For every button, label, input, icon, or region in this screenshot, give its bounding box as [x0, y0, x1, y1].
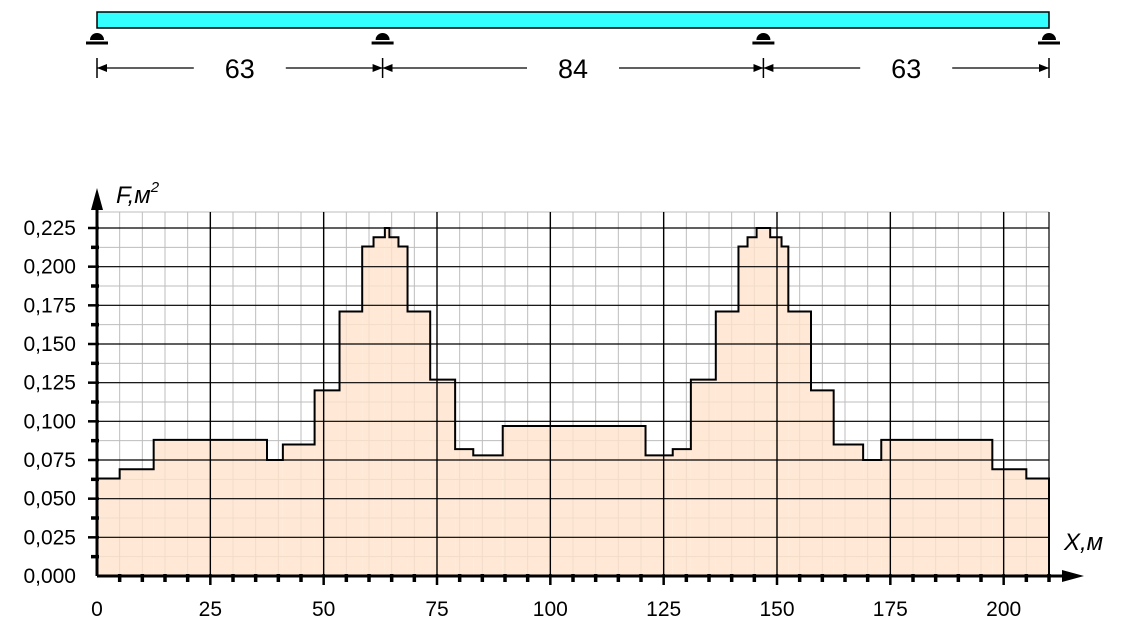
- area-chart: 0 25 50 75 100 125 150 175 200 0,000 0,025 0,050 0,0…: [23, 179, 1103, 621]
- area-step-11: [389, 237, 399, 576]
- roller-icon: [375, 33, 390, 40]
- y-tick-label: 0,050: [23, 488, 76, 511]
- y-axis-label-superscript: 2: [150, 179, 160, 196]
- x-tick-label: 75: [425, 598, 448, 621]
- beam-scheme: 63 84 63: [86, 11, 1060, 84]
- y-tick-label: 0,225: [23, 217, 76, 240]
- area-step-24: [756, 228, 771, 576]
- area-step-28: [811, 390, 834, 576]
- x-tick-label: 125: [646, 598, 681, 621]
- support-4: [1038, 33, 1060, 45]
- area-step-18: [645, 455, 673, 576]
- y-axis-arrow-icon: [91, 188, 103, 210]
- area-step-6: [314, 390, 340, 576]
- y-tick-label: 0,025: [23, 526, 76, 549]
- area-step-5: [282, 444, 315, 576]
- support-2: [371, 33, 394, 45]
- y-axis-label-main: F,м: [116, 182, 151, 209]
- x-tick-label: 150: [759, 598, 794, 621]
- y-axis-label: F,м2: [116, 179, 160, 209]
- area-step-2: [119, 469, 154, 576]
- area-step-8: [362, 246, 374, 576]
- area-step-25: [770, 237, 782, 576]
- y-tick-label: 0,075: [23, 449, 76, 472]
- area-step-7: [339, 311, 363, 576]
- tick-labels: 0 25 50 75 100 125 150 175 200 0,000 0,025 0,050 0,0…: [23, 217, 1021, 621]
- span-length-label: 63: [225, 54, 255, 84]
- y-tick-label: 0,175: [23, 294, 76, 317]
- area-step-19: [672, 449, 691, 576]
- area-step-26: [781, 246, 789, 576]
- axis-ticks: [88, 226, 1051, 585]
- x-tick-label: 50: [312, 598, 335, 621]
- area-step-12: [398, 246, 408, 576]
- span-length-label: 63: [891, 54, 921, 84]
- y-tick-label: 0,100: [23, 410, 76, 433]
- support-3: [752, 33, 775, 45]
- area-step-31: [881, 439, 993, 576]
- x-tick-label: 200: [986, 598, 1021, 621]
- support-1: [86, 33, 108, 45]
- area-step-9: [373, 237, 385, 576]
- beam: [96, 11, 1050, 29]
- area-step-21: [715, 311, 739, 576]
- roller-icon: [756, 33, 771, 40]
- x-tick-label: 0: [91, 598, 103, 621]
- dimension-lines: 63 84 63: [96, 54, 1050, 84]
- x-axis-arrow-icon: [1062, 570, 1084, 582]
- area-step-4: [267, 460, 283, 576]
- x-tick-label: 25: [199, 598, 222, 621]
- area-step-14: [430, 379, 456, 576]
- y-tick-label: 0,125: [23, 372, 76, 395]
- span-dimension-3: 63: [763, 54, 1049, 84]
- y-tick-label: 0,000: [23, 565, 76, 588]
- x-tick-label: 175: [873, 598, 908, 621]
- roller-icon: [90, 33, 104, 40]
- span-dimension-2: 84: [382, 54, 764, 84]
- y-tick-label: 0,200: [23, 256, 76, 279]
- area-step-27: [788, 311, 811, 576]
- area-step-23: [747, 237, 757, 576]
- roller-icon: [1042, 33, 1056, 40]
- area-step-15: [455, 449, 474, 576]
- area-step-22: [738, 246, 748, 576]
- area-step-20: [690, 379, 716, 576]
- area-step-17: [502, 425, 646, 576]
- x-axis-label: X,м: [1063, 529, 1103, 556]
- y-tick-label: 0,150: [23, 333, 76, 356]
- area-step-30: [863, 460, 882, 576]
- area-step-1: [97, 478, 120, 576]
- area-outline: [96, 227, 1050, 576]
- area-step-16: [473, 455, 503, 576]
- x-tick-label: 100: [533, 598, 568, 621]
- supports: [86, 33, 1060, 45]
- area-step-10: [384, 228, 390, 576]
- span-length-label: 84: [558, 54, 588, 84]
- area-step-33: [1026, 478, 1049, 576]
- area-step-13: [407, 311, 431, 576]
- area-step-32: [992, 469, 1027, 576]
- area-step-29: [833, 444, 864, 576]
- span-dimension-1: 63: [97, 54, 383, 84]
